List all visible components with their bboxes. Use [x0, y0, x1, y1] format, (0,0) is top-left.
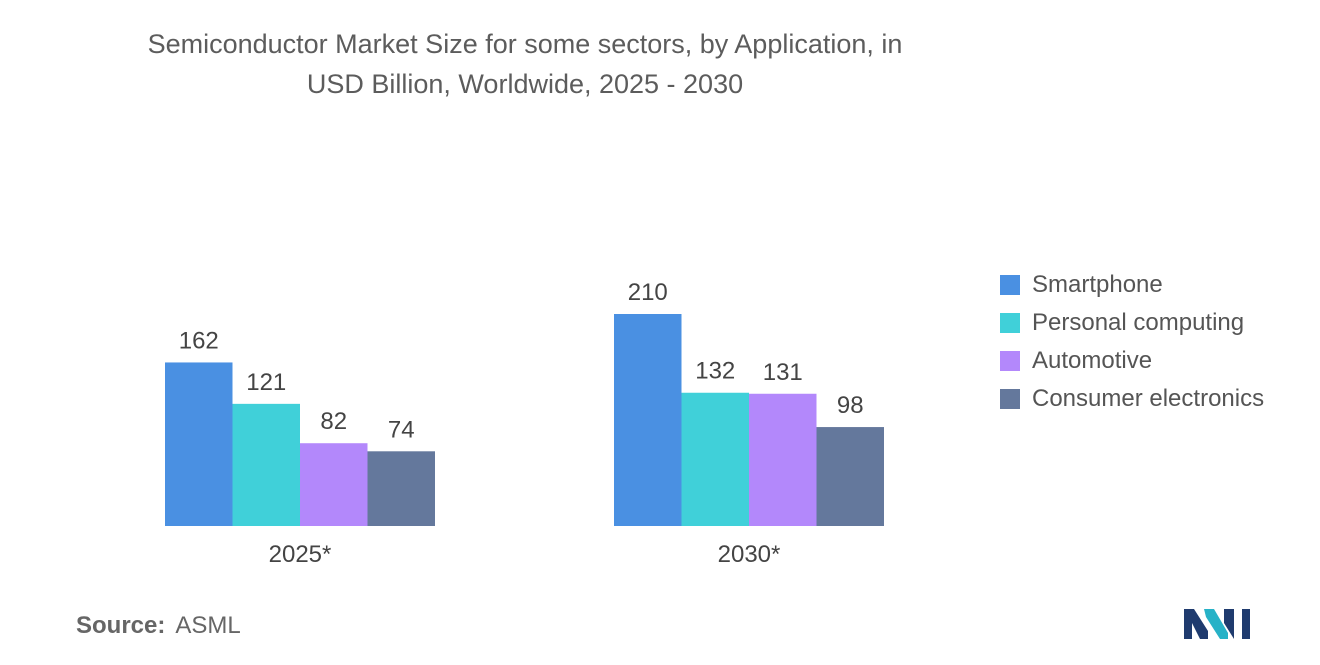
bar-smartphone-2030: [614, 314, 682, 526]
legend-label: Automotive: [1032, 347, 1153, 374]
source-label: Source:: [76, 612, 166, 639]
source-value: ASML: [175, 612, 241, 639]
data-labels-layer: 162 121 82 74 210 132 131 98: [179, 279, 864, 443]
bar-chart: 162 121 82 74 210 132 131 98 2025* 2030*: [165, 279, 884, 568]
category-labels-layer: 2025* 2030*: [269, 541, 781, 568]
legend-label: Personal computing: [1032, 309, 1245, 336]
legend-swatch: [1000, 389, 1020, 409]
data-label: 74: [388, 416, 415, 443]
chart-title-line-1: Semiconductor Market Size for some secto…: [147, 29, 903, 59]
legend-label: Smartphone: [1032, 271, 1163, 298]
data-label: 132: [695, 358, 735, 385]
logo-shape-right: [1224, 609, 1250, 639]
legend-swatch: [1000, 275, 1020, 295]
logo-shape-mid: [1204, 609, 1228, 639]
data-label: 162: [179, 327, 219, 354]
legend-item: Consumer electronics: [1000, 380, 1318, 418]
bar-consumer-electronics-2030: [816, 427, 884, 526]
bar-smartphone-2025: [165, 362, 233, 526]
bar-consumer-electronics-2025: [367, 451, 435, 526]
legend-item: Personal computing: [1000, 304, 1318, 342]
source-note: Source: ASML: [76, 612, 241, 640]
legend-item: Smartphone: [1000, 266, 1318, 304]
bar-personal-computing-2025: [232, 403, 300, 526]
data-label: 210: [628, 279, 668, 306]
legend-swatch: [1000, 313, 1020, 333]
data-label: 82: [320, 408, 347, 435]
category-label: 2030*: [718, 541, 781, 568]
chart-title-line-2: USD Billion, Worldwide, 2025 - 2030: [306, 69, 744, 99]
data-label: 121: [246, 369, 286, 396]
logo-shape-left: [1184, 609, 1208, 639]
legend: Smartphone Personal computing Automotive Co…: [1000, 266, 1318, 418]
legend-label: Consumer electronics: [1032, 385, 1265, 412]
chart-title: Semiconductor Market Size for some secto…: [40, 24, 1010, 104]
bar-automotive-2025: [300, 443, 368, 526]
legend-item: Automotive: [1000, 342, 1318, 380]
bars-layer: [165, 314, 884, 526]
bar-personal-computing-2030: [681, 392, 749, 526]
bar-automotive-2030: [749, 393, 817, 526]
data-label: 98: [837, 392, 864, 419]
mordor-intelligence-logo-icon: [1184, 609, 1250, 639]
data-label: 131: [763, 359, 803, 386]
legend-swatch: [1000, 351, 1020, 371]
category-label: 2025*: [269, 541, 332, 568]
